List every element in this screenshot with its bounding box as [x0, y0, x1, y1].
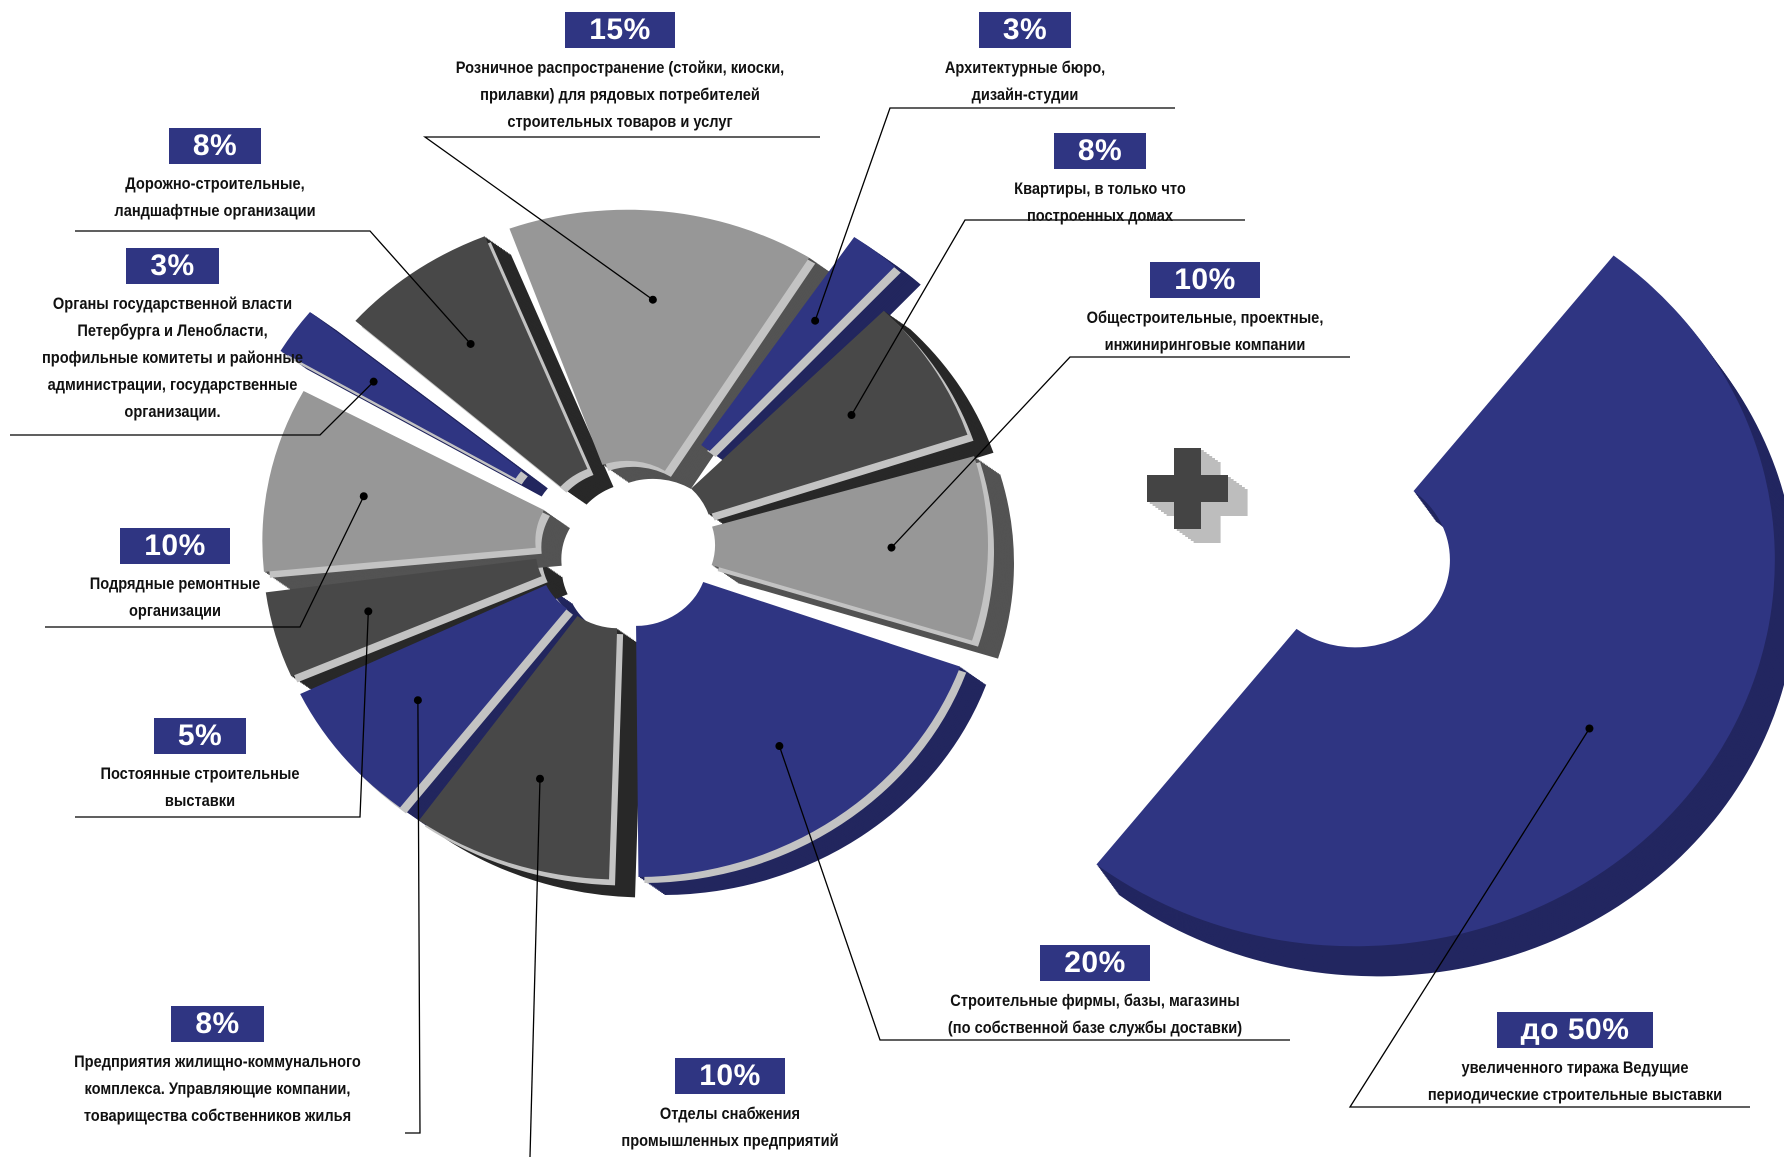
pie-slice: [701, 237, 895, 452]
pie-slice: [262, 390, 544, 572]
value-badge: 5%: [153, 718, 247, 754]
value-badge: 8%: [1053, 133, 1147, 169]
pie-slice: [711, 456, 988, 641]
extra-slice: [1096, 255, 1775, 947]
slice-tops: [262, 209, 988, 880]
segment-label: Подрядные ремонтные организации: [89, 574, 261, 620]
leader-line: [422, 136, 820, 301]
segment-label: Постоянные строительные выставки: [100, 764, 300, 810]
pie-slice: [418, 615, 618, 880]
leader-line: [1348, 728, 1750, 1108]
value-badge: 3%: [978, 12, 1072, 48]
pie-slice: [300, 585, 567, 808]
value-badge: 10%: [675, 1058, 785, 1094]
value-badge: до 50%: [1496, 1012, 1654, 1048]
callout-permanent-exhibitions: 5% Постоянные строительные выставки: [60, 718, 340, 814]
pie-slice: [636, 582, 961, 878]
callout-road-construction: 8% Дорожно-строительные, ландшафтные орг…: [75, 128, 355, 224]
pie-slice: [265, 558, 542, 677]
callout-general-construction: 10% Общестроительные, проектные, инжинир…: [1060, 262, 1350, 358]
leader-line: [75, 230, 472, 345]
segment-label: Квартиры, в только что построенных домах: [1014, 179, 1186, 225]
segment-label: Архитектурные бюро, дизайн-студии: [944, 58, 1106, 104]
leader-line: [10, 381, 375, 436]
pie-slice: [691, 310, 968, 515]
callout-housing-utilities: 8% Предприятия жилищно-коммунального ком…: [30, 1006, 405, 1129]
extra-half-donut: [1096, 255, 1784, 1108]
value-badge: 3%: [126, 248, 219, 284]
value-badge: 15%: [565, 12, 675, 48]
segment-label: Общестроительные, проектные, инжиниринго…: [1086, 308, 1324, 354]
callout-repair-contractors: 10% Подрядные ремонтные организации: [45, 528, 305, 624]
leader-line: [45, 495, 365, 628]
value-badge: 8%: [171, 1006, 264, 1042]
leader-line: [75, 611, 369, 818]
segment-label: Дорожно-строительные, ландшафтные органи…: [114, 174, 316, 220]
leader-line: [778, 745, 1290, 1041]
leader-lines: [10, 107, 1350, 1157]
plus-icon: [1147, 448, 1248, 543]
segment-label: Розничное распространение (стойки, киоск…: [455, 58, 785, 131]
callout-supply-departments: 10% Отделы снабжения промышленных предпр…: [580, 1058, 880, 1154]
leader-line: [529, 778, 541, 1157]
pie-slice: [280, 311, 522, 479]
segment-label: Предприятия жилищно-коммунального компле…: [74, 1052, 361, 1125]
pie-slice: [355, 236, 588, 487]
leader-line: [850, 219, 1245, 416]
value-badge: 10%: [1150, 262, 1260, 298]
callout-construction-firms: 20% Строительные фирмы, базы, магазины (…: [900, 945, 1290, 1041]
segment-label: Органы государственной власти Петербурга…: [41, 294, 304, 421]
callout-architects: 3% Архитектурные бюро, дизайн-студии: [905, 12, 1145, 108]
callout-exhibitions-extra: до 50% увеличенного тиража Ведущие перио…: [1395, 1012, 1755, 1108]
value-badge: 8%: [168, 128, 262, 164]
value-badge: 20%: [1040, 945, 1150, 981]
pie-slice: [509, 209, 810, 471]
leader-line: [814, 107, 1175, 321]
value-badge: 10%: [120, 528, 230, 564]
callout-retail: 15% Розничное распространение (стойки, к…: [420, 12, 820, 135]
segment-label: Строительные фирмы, базы, магазины (по с…: [947, 991, 1243, 1037]
callout-government: 3% Органы государственной власти Петербу…: [0, 248, 345, 425]
leader-line: [405, 700, 421, 1134]
segment-label: Отделы снабжения промышленных предприяти…: [621, 1104, 839, 1150]
leader-line: [891, 356, 1350, 549]
segment-label: увеличенного тиража Ведущие периодически…: [1427, 1058, 1723, 1104]
callout-apartments: 8% Квартиры, в только что построенных до…: [955, 133, 1245, 229]
